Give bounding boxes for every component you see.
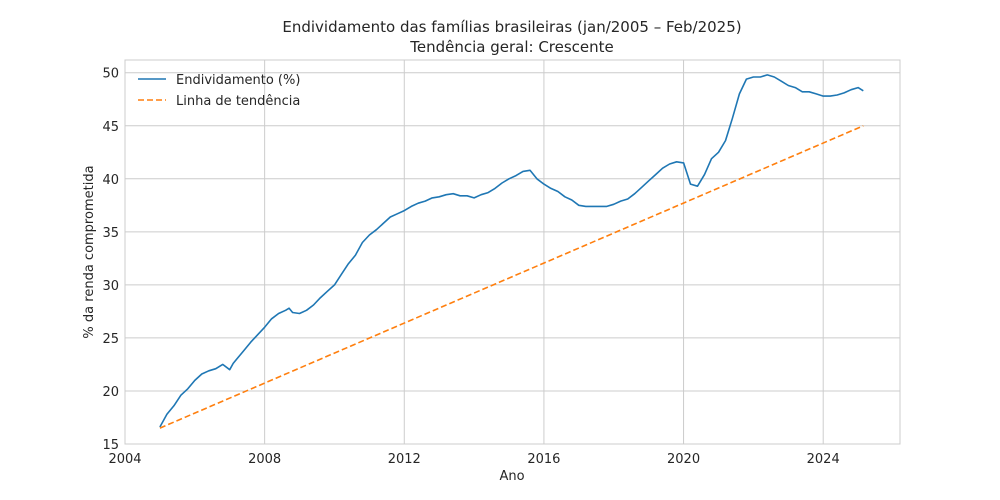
x-tick-label: 2008 xyxy=(248,452,281,467)
series-group xyxy=(159,74,864,429)
grid xyxy=(124,60,900,445)
x-axis-label: Ano xyxy=(499,469,524,484)
y-tick-label: 15 xyxy=(102,438,119,453)
y-tick-label: 35 xyxy=(102,226,119,241)
plot-area xyxy=(124,59,901,445)
legend-label-linha-de-tendencia: Linha de tendência xyxy=(176,94,300,109)
x-tick-label: 2012 xyxy=(388,452,421,467)
series-line-linha-de-tendencia xyxy=(159,125,864,429)
y-tick-label: 40 xyxy=(102,173,119,188)
x-tick-label: 2024 xyxy=(807,452,840,467)
y-tick-label: 50 xyxy=(102,67,119,82)
y-tick-label: 25 xyxy=(102,332,119,347)
chart-subtitle: Tendência geral: Crescente xyxy=(409,38,614,56)
x-tick-label: 2020 xyxy=(667,452,700,467)
y-axis-ticks: 15 20 25 30 35 40 45 50 xyxy=(102,67,119,453)
x-axis-ticks: 2004 2008 2012 2016 2020 2024 xyxy=(108,452,839,467)
series-line-endividamento xyxy=(159,74,864,428)
y-tick-label: 30 xyxy=(102,279,119,294)
x-tick-label: 2004 xyxy=(108,452,141,467)
legend-label-endividamento: Endividamento (%) xyxy=(176,73,300,88)
y-tick-label: 20 xyxy=(102,385,119,400)
chart-title: Endividamento das famílias brasileiras (… xyxy=(282,18,741,36)
y-tick-label: 45 xyxy=(102,120,119,135)
x-tick-label: 2016 xyxy=(527,452,560,467)
legend: Endividamento (%) Linha de tendência xyxy=(138,73,300,109)
y-axis-label: % da renda comprometida xyxy=(82,165,97,338)
